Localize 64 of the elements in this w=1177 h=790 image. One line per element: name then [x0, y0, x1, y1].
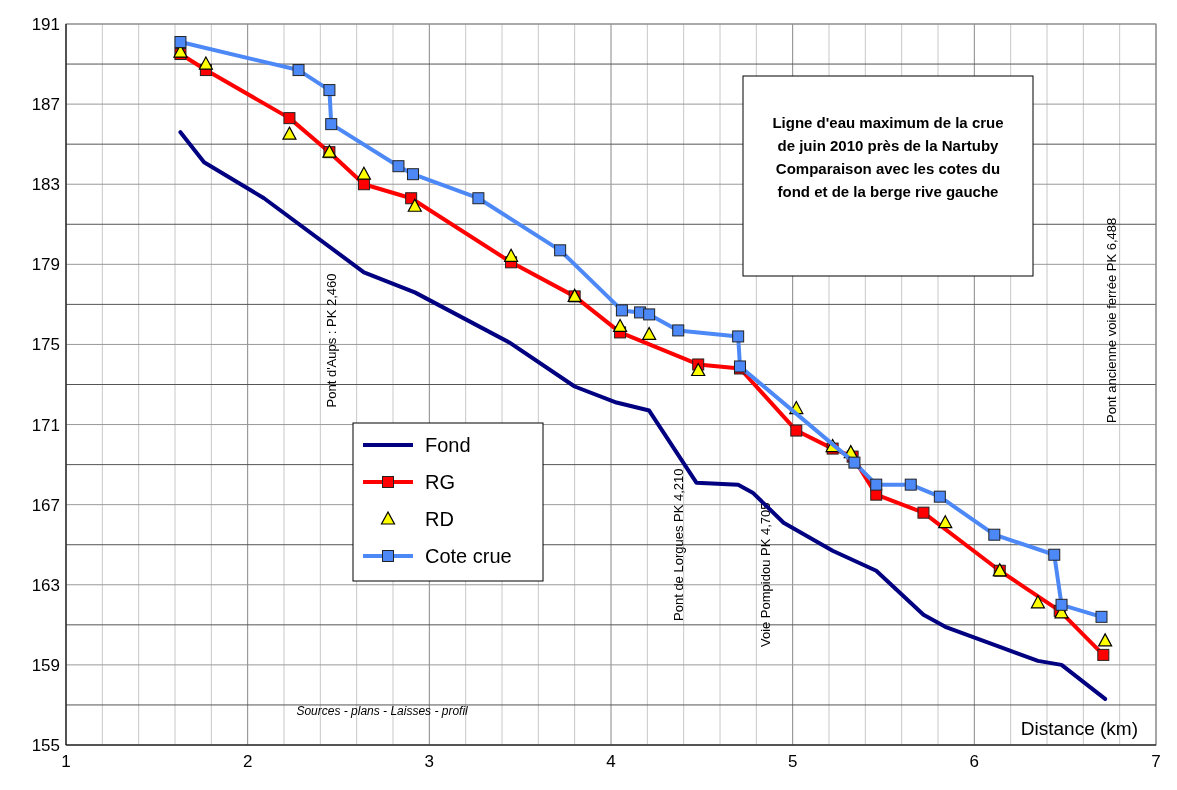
point [1048, 548, 1061, 561]
x-tick-label: 3 [424, 752, 435, 771]
point [283, 112, 296, 125]
point [917, 506, 930, 519]
point [643, 308, 656, 321]
x-tick-label: 4 [606, 752, 616, 771]
y-tick-label: 163 [31, 575, 60, 595]
point [938, 515, 953, 529]
point [612, 318, 628, 333]
point [503, 248, 519, 262]
point [904, 478, 917, 491]
legend-label: Cote crue [425, 545, 512, 567]
legend-label: Fond [425, 434, 471, 456]
point [407, 198, 422, 212]
x-tick-label: 2 [242, 752, 253, 771]
legend-label: RG [425, 471, 455, 493]
point [848, 456, 861, 469]
y-tick-label: 171 [31, 415, 60, 435]
y-tick-label: 167 [31, 495, 60, 515]
point [672, 324, 685, 337]
point [554, 244, 567, 257]
point [933, 490, 946, 503]
point [1095, 610, 1108, 623]
y-tick-label: 159 [31, 655, 60, 675]
point [1097, 648, 1110, 661]
point [282, 126, 297, 140]
y-tick-label: 155 [31, 736, 60, 755]
point [642, 326, 657, 341]
point [356, 166, 372, 180]
point [790, 424, 803, 437]
point [392, 160, 405, 173]
y-tick-label: 175 [31, 335, 60, 355]
point [325, 118, 338, 131]
point [198, 56, 213, 70]
y-tick-label: 179 [31, 255, 60, 275]
y-tick-label: 183 [31, 175, 60, 195]
point [1098, 633, 1113, 647]
point [1030, 595, 1046, 609]
x-axis-title: Distance (km) [1020, 718, 1138, 739]
annotation: Pont de Lorgues PK 4,210 [671, 468, 687, 621]
annotation: Sources - plans - Laisses - profil [296, 704, 469, 718]
point [472, 192, 485, 205]
x-tick-label: 5 [787, 752, 798, 771]
line-series [178, 130, 1108, 701]
text: Comparaison avec les cotes du fond et de la berge rive gauche [775, 160, 1001, 200]
annotation: Pont d'Aups : PK 2,460 [324, 273, 340, 408]
point [1055, 598, 1068, 611]
point [292, 64, 305, 77]
y-tick-label: 191 [31, 15, 60, 34]
y-tick-label: 187 [31, 95, 60, 115]
point [174, 36, 187, 49]
point [323, 84, 336, 97]
annotation: Pont ancienne voie ferrée PK 6,488 [1103, 217, 1119, 424]
point [988, 528, 1001, 541]
point [691, 362, 706, 377]
text: Ligne d'eau maximum de la crue de juin 2010 près de la Nartuby [772, 114, 1004, 154]
point [870, 478, 883, 491]
point [732, 330, 745, 343]
point [615, 304, 628, 317]
x-tick-label: 6 [969, 752, 980, 771]
point [406, 168, 419, 181]
x-tick-label: 1 [61, 752, 71, 771]
legend-label: RD [425, 508, 454, 530]
x-tick-label: 7 [1151, 752, 1161, 771]
